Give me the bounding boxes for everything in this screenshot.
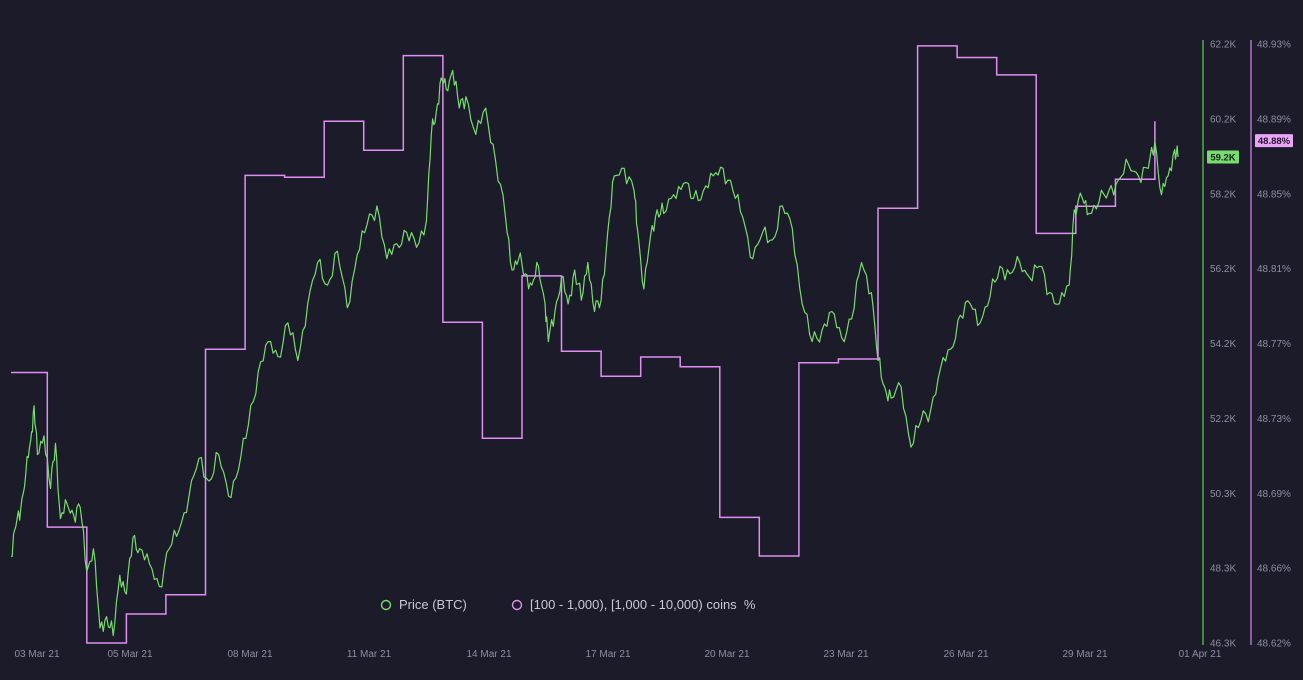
price-tick-label: 52.2K	[1210, 414, 1236, 425]
x-tick-label: 03 Mar 21	[14, 649, 59, 660]
x-tick-label: 26 Mar 21	[943, 649, 988, 660]
percent-tick-label: 48.66%	[1257, 564, 1291, 575]
percent-badge-label: 48.88%	[1258, 136, 1291, 147]
legend-label-coins-percent: [100 - 1,000), [1,000 - 10,000) coins %	[530, 597, 756, 612]
x-tick-label: 20 Mar 21	[704, 649, 749, 660]
percent-tick-label: 48.73%	[1257, 414, 1291, 425]
x-tick-label: 05 Mar 21	[107, 649, 152, 660]
percent-current-badge: 48.88%	[1255, 134, 1293, 148]
price-tick-label: 58.2K	[1210, 189, 1236, 200]
x-tick-label: 14 Mar 21	[466, 649, 511, 660]
price-tick-label: 50.3K	[1210, 489, 1236, 500]
percent-badge-background	[1255, 134, 1293, 148]
legend-item-coins-percent[interactable]: [100 - 1,000), [1,000 - 10,000) coins %	[511, 597, 756, 612]
percent-tick-label: 48.77%	[1257, 339, 1291, 350]
percent-tick-label: 48.81%	[1257, 264, 1291, 275]
x-tick-label: 08 Mar 21	[227, 649, 272, 660]
price-tick-label: 46.3K	[1210, 639, 1236, 650]
plot-area	[10, 45, 1179, 644]
price-tick-label: 54.2K	[1210, 339, 1236, 350]
price-current-badge: 59.2K	[1207, 150, 1239, 164]
price-tick-label: 60.2K	[1210, 114, 1236, 125]
price-tick-label: 56.2K	[1210, 264, 1236, 275]
x-tick-label: 17 Mar 21	[585, 649, 630, 660]
legend: Price (BTC) [100 - 1,000), [1,000 - 10,0…	[380, 597, 756, 612]
x-tick-label: 29 Mar 21	[1062, 649, 1107, 660]
x-tick-label: 23 Mar 21	[823, 649, 868, 660]
x-tick-label: 11 Mar 21	[347, 649, 392, 660]
percent-tick-label: 48.85%	[1257, 189, 1291, 200]
legend-item-price[interactable]: Price (BTC)	[380, 597, 467, 612]
legend-marker-price	[380, 599, 392, 611]
percent-tick-label: 48.69%	[1257, 489, 1291, 500]
x-tick-label: 01 Apr 21	[1179, 649, 1222, 660]
legend-marker-coins-percent	[511, 599, 523, 611]
price-axis: 62.2K 60.2K 58.2K 56.2K 54.2K 52.2K 50.3K 48.3K…	[1210, 40, 1236, 650]
percent-tick-label: 48.93%	[1257, 40, 1291, 51]
percent-axis: 48.93% 48.89% 48.85% 48.81% 48.77% 48.73% 48.6…	[1257, 40, 1291, 650]
series-line-price	[10, 69, 1179, 637]
price-tick-label: 48.3K	[1210, 564, 1236, 575]
legend-label-price: Price (BTC)	[399, 597, 467, 612]
price-tick-label: 62.2K	[1210, 40, 1236, 51]
price-badge-label: 59.2K	[1210, 153, 1235, 164]
x-axis: 03 Mar 21 05 Mar 21 08 Mar 21 11 Mar 21 14 M…	[14, 649, 1221, 660]
percent-tick-label: 48.62%	[1257, 639, 1291, 650]
price-badge-background	[1207, 150, 1239, 164]
percent-tick-label: 48.89%	[1257, 114, 1291, 125]
series-line-coins-percent	[11, 45, 1156, 644]
